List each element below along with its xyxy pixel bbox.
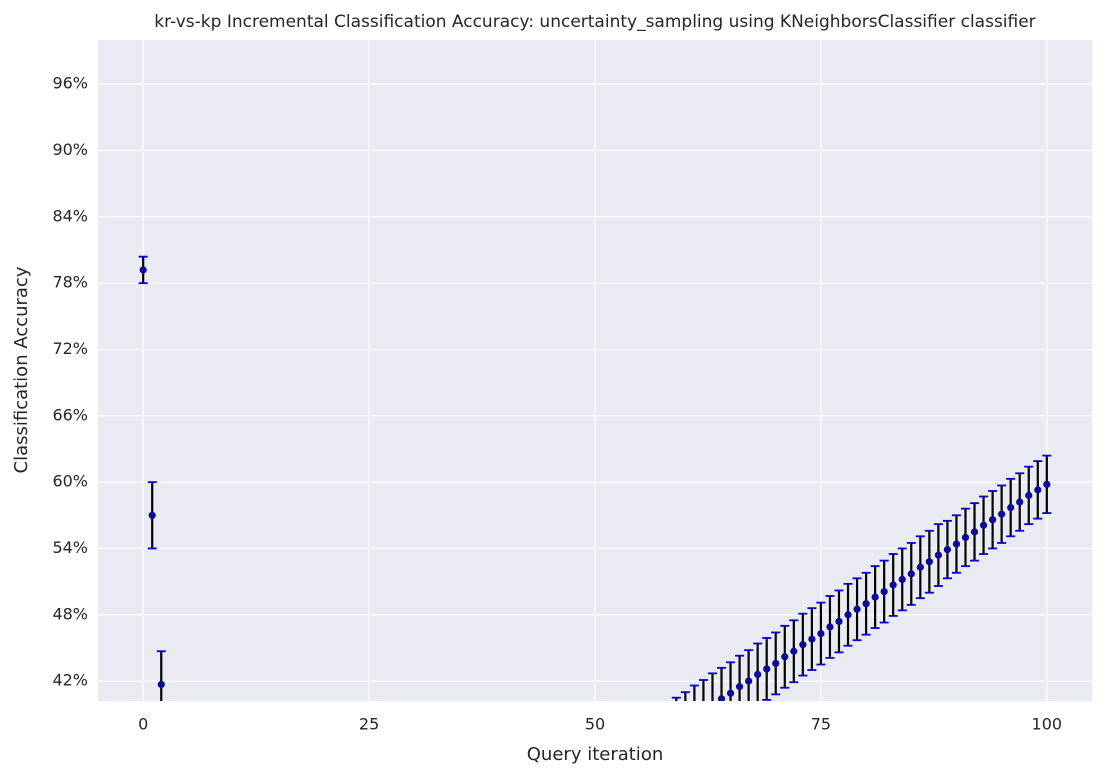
point — [1034, 486, 1042, 494]
point — [1043, 480, 1051, 488]
point — [745, 677, 753, 685]
y-axis-label: Classification Accuracy — [11, 266, 32, 473]
y-tick-label: 60% — [52, 472, 88, 491]
point — [735, 683, 744, 691]
point — [934, 551, 942, 559]
point — [862, 600, 870, 608]
y-tick-label: 42% — [52, 671, 88, 690]
point — [726, 689, 735, 697]
point — [691, 713, 698, 720]
point — [139, 266, 147, 274]
point — [961, 533, 970, 542]
point — [979, 521, 988, 529]
y-tick-label: 96% — [52, 74, 88, 93]
point — [763, 665, 771, 673]
point — [673, 725, 680, 732]
point — [989, 516, 997, 524]
point — [157, 680, 165, 689]
point — [871, 593, 879, 601]
point — [754, 670, 762, 679]
y-tick-label: 66% — [52, 405, 88, 424]
y-tick-label: 84% — [52, 206, 88, 225]
x-tick-label: 25 — [359, 715, 379, 734]
point — [808, 635, 816, 643]
point — [907, 570, 915, 578]
point — [717, 695, 726, 701]
point — [1025, 491, 1033, 500]
point — [998, 510, 1006, 518]
point — [970, 528, 979, 536]
point — [952, 540, 961, 548]
point — [880, 587, 888, 596]
y-tick-label: 78% — [52, 273, 88, 292]
point — [844, 611, 852, 619]
x-tick-label: 50 — [585, 715, 605, 734]
grid — [98, 40, 1092, 701]
point — [711, 700, 714, 701]
y-tick-label: 48% — [52, 604, 88, 623]
point — [682, 720, 689, 727]
point — [1016, 498, 1024, 506]
x-tick-label: 0 — [138, 715, 148, 734]
point — [916, 563, 924, 571]
point — [1007, 503, 1015, 512]
point — [853, 605, 861, 613]
x-tick-label: 75 — [811, 715, 831, 734]
y-tick-label: 54% — [52, 538, 88, 557]
chart-title: kr-vs-kp Incremental Classification Accu… — [154, 12, 1035, 32]
x-tick-label: 100 — [1032, 715, 1063, 734]
y-tick-label: 72% — [52, 339, 88, 358]
point — [817, 629, 825, 638]
point — [700, 707, 707, 714]
x-axis-label: Query iteration — [527, 744, 663, 765]
point — [943, 545, 952, 554]
point — [799, 641, 807, 649]
point — [148, 511, 156, 519]
point — [898, 575, 906, 584]
point — [772, 659, 780, 668]
point — [826, 623, 834, 631]
marks — [138, 255, 1052, 732]
point — [781, 653, 789, 661]
point — [889, 581, 897, 589]
point — [790, 647, 798, 655]
point — [925, 558, 933, 566]
y-tick-label: 90% — [52, 140, 88, 159]
point — [835, 617, 843, 626]
